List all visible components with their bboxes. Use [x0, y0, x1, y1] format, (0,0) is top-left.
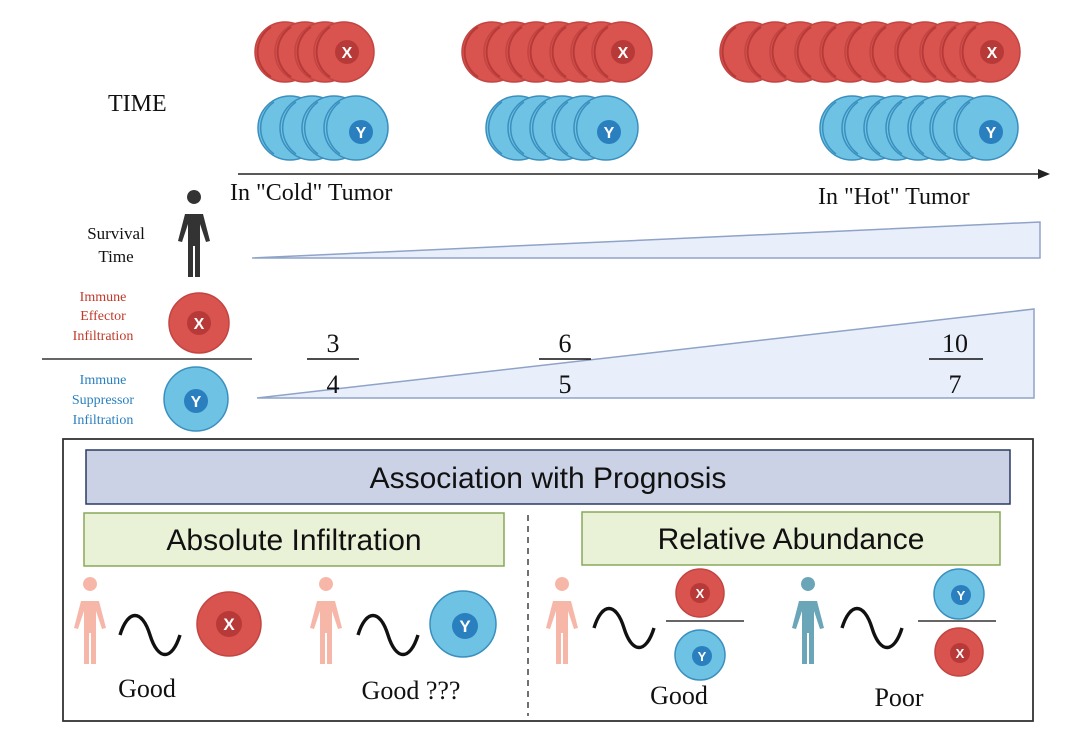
suppressor-label: Immune Suppressor Infiltration [72, 373, 135, 428]
tilde-icon [356, 614, 420, 656]
outcome-relative-poor: Poor [874, 683, 923, 712]
red-cell-group-hot [719, 21, 1021, 83]
ratio-cold: 3 4 [307, 329, 359, 399]
effector-cell-icon: X [168, 292, 230, 354]
survival-wedge [251, 221, 1041, 259]
tilde-icon [840, 607, 904, 649]
prognosis-title: Association with Prognosis [370, 462, 727, 495]
time-axis-arrow [238, 169, 1050, 179]
relative-header-box [581, 511, 1001, 566]
ratio-mid: 6 5 [539, 329, 591, 399]
svg-text:Infiltration: Infiltration [73, 413, 134, 428]
svg-text:Infiltration: Infiltration [73, 329, 134, 344]
svg-text:X: X [696, 586, 705, 601]
tilde-icon [592, 607, 656, 649]
svg-text:Suppressor: Suppressor [72, 393, 135, 408]
badge-y-cold: Y [356, 125, 367, 142]
outcome-relative-good: Good [650, 681, 708, 710]
suppressor-cell-icon: Y [163, 366, 229, 432]
svg-text:7: 7 [949, 370, 962, 399]
hot-tumor-label: In "Hot" Tumor [818, 184, 970, 210]
badge-x-hot: X [987, 45, 998, 62]
badge-y-mid: Y [604, 125, 615, 142]
svg-text:X: X [956, 646, 965, 661]
svg-text:Y: Y [459, 617, 471, 636]
human-dark-icon [178, 190, 210, 277]
effector-cell-icon: X [196, 591, 262, 657]
svg-text:X: X [223, 615, 235, 634]
outcome-suppressor-absolute: Good ??? [362, 676, 461, 705]
svg-text:Immune: Immune [80, 290, 127, 305]
svg-text:6: 6 [559, 329, 572, 358]
effector-cell-icon: X [675, 568, 725, 618]
svg-text:3: 3 [327, 329, 340, 358]
suppressor-cell-icon: Y [933, 568, 985, 620]
outcome-effector-absolute: Good [118, 674, 176, 703]
effector-label: Immune Effector Infiltration [73, 290, 134, 344]
tilde-icon [118, 614, 182, 656]
cold-tumor-label: In "Cold" Tumor [230, 180, 392, 206]
cell-badges-top: X X X Y Y Y [335, 40, 1004, 144]
svg-text:Immune: Immune [80, 373, 127, 388]
ratio-wedge [256, 308, 1035, 399]
svg-text:Y: Y [698, 649, 707, 664]
svg-text:4: 4 [327, 370, 340, 399]
svg-text:Y: Y [957, 588, 966, 603]
effector-cell-icon: X [934, 627, 984, 677]
suppressor-cell-icon: Y [674, 629, 726, 681]
badge-x-mid: X [618, 45, 629, 62]
ratio-hot: 10 7 [929, 329, 983, 399]
time-label: TIME [108, 91, 167, 117]
svg-text:X: X [194, 316, 205, 333]
svg-text:10: 10 [942, 329, 968, 358]
suppressor-cell-icon: Y [429, 590, 497, 658]
badge-y-hot: Y [986, 125, 997, 142]
survival-label-line1: Survival [87, 224, 145, 243]
absolute-title: Absolute Infiltration [166, 524, 421, 557]
prognosis-title-box [85, 449, 1011, 505]
svg-text:Y: Y [191, 394, 202, 411]
svg-text:5: 5 [559, 370, 572, 399]
survival-label-line2: Time [98, 247, 133, 266]
absolute-header-box [83, 512, 505, 567]
badge-x-cold: X [342, 45, 353, 62]
relative-title: Relative Abundance [658, 523, 925, 556]
svg-text:Effector: Effector [80, 309, 126, 324]
